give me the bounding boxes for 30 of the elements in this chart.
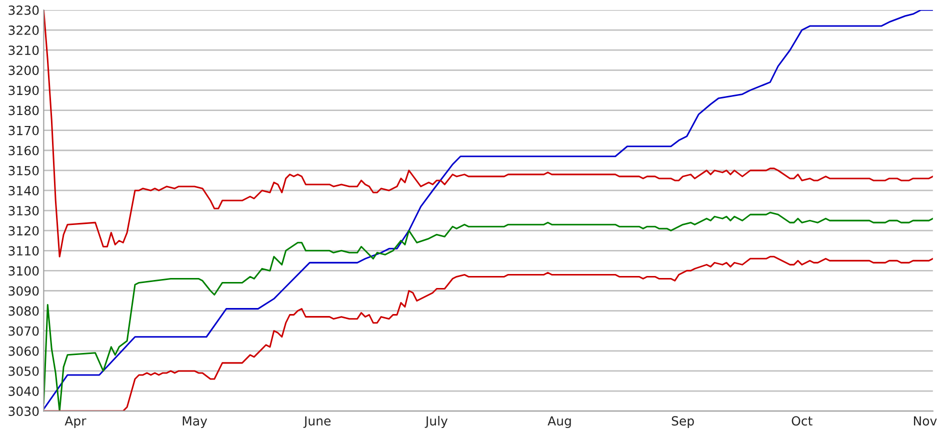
y-tick-label: 3140 (8, 186, 39, 196)
y-tick-label: 3080 (8, 306, 39, 316)
y-tick-label: 3170 (8, 126, 39, 136)
y-tick-label: 3090 (8, 286, 39, 296)
x-tick-label: Aug (548, 416, 571, 428)
y-tick-label: 3150 (8, 166, 39, 176)
y-tick-label: 3180 (8, 106, 39, 116)
y-tick-label: 3230 (8, 5, 39, 15)
y-tick-label: 3070 (8, 326, 39, 336)
x-tick-label: June (303, 416, 331, 428)
x-tick-label: Sep (672, 416, 694, 428)
y-tick-label: 3030 (8, 406, 39, 416)
x-tick-label: May (182, 416, 208, 428)
x-tick-label: Nov (914, 416, 937, 426)
y-tick-label: 3160 (8, 146, 39, 156)
y-tick-label: 3050 (8, 366, 39, 376)
x-tick-label: Apr (64, 416, 86, 428)
x-tick-label: Oct (792, 416, 812, 426)
y-tick-label: 3040 (8, 386, 39, 396)
y-tick-label: 3100 (8, 266, 39, 276)
x-tick-label: July (424, 416, 448, 428)
y-tick-label: 3060 (8, 346, 39, 356)
y-tick-label: 3190 (8, 86, 39, 96)
y-tick-label: 3120 (8, 226, 39, 236)
y-tick-label: 3210 (8, 46, 39, 56)
y-tick-label: 3110 (8, 246, 39, 256)
y-tick-label: 3130 (8, 206, 39, 216)
y-tick-label: 3220 (8, 26, 39, 35)
y-tick-label: 3200 (8, 66, 39, 76)
line-series (44, 10, 933, 410)
